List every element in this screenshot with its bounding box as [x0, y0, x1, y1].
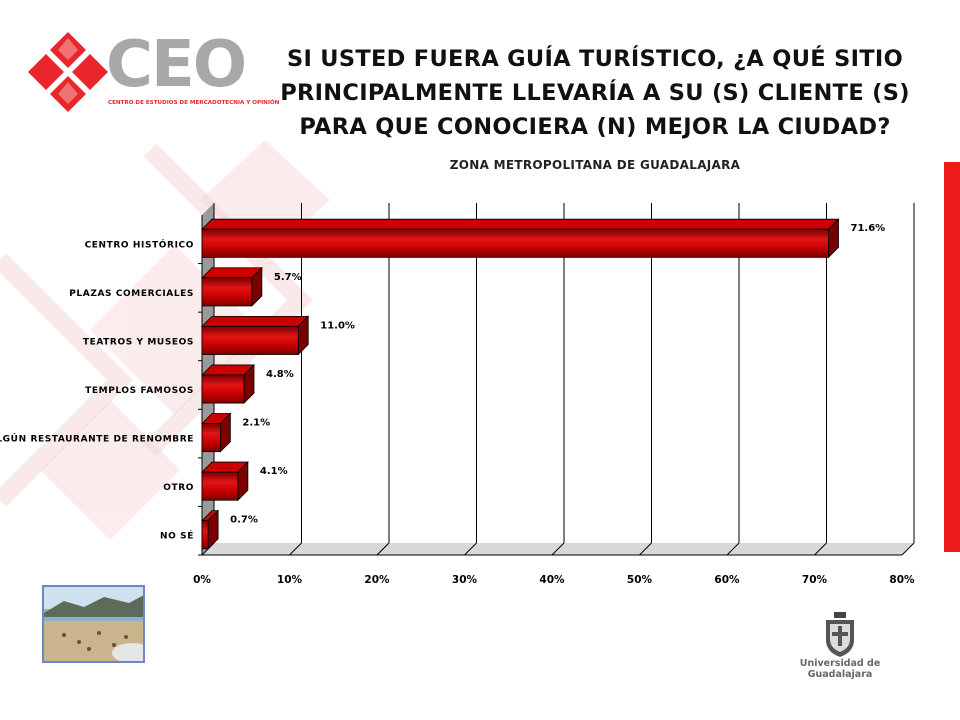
- data-label: 0.7%: [230, 515, 258, 526]
- category-label: ALGÚN RESTAURANTE DE RENOMBRE: [0, 433, 194, 445]
- bar: [201, 277, 253, 307]
- bar-top: [201, 315, 310, 327]
- x-tick-label: 60%: [714, 574, 740, 586]
- gridline-floor: [289, 542, 302, 556]
- bar: [201, 374, 245, 404]
- title-line-3: PARA QUE CONOCIERA (N) MEJOR LA CIUDAD?: [299, 114, 891, 140]
- bar-chart: 0% 10% 20% 30% 40% 50% 60% 70% 80% CENTRO HISTÓR…: [0, 203, 915, 586]
- category-label: TEMPLOS FAMOSOS: [85, 386, 194, 396]
- bar-top: [201, 218, 840, 230]
- category-label: OTRO: [163, 483, 194, 493]
- category-label: NO SÉ: [160, 530, 194, 542]
- gridline-floor: [901, 542, 915, 556]
- gridline-floor: [551, 542, 565, 556]
- page-title: SI USTED FUERA GUÍA TURÍSTICO, ¿A QUÉ SI…: [250, 42, 940, 144]
- logo-tagline: CENTRO DE ESTUDIOS DE MERCADOTECNIA Y OP…: [108, 100, 280, 106]
- bar: [201, 423, 221, 453]
- bar: [201, 325, 299, 355]
- data-label: 4.1%: [260, 466, 288, 477]
- x-tick-label: 70%: [802, 574, 828, 586]
- bar: [201, 228, 829, 258]
- university-name: Universidad de Guadalajara: [799, 658, 881, 680]
- bar: [201, 520, 209, 550]
- logo-diamond-icon: [28, 32, 108, 112]
- university-shield-icon: [826, 612, 854, 657]
- x-tick-label: 80%: [889, 574, 915, 586]
- x-tick-label: 30%: [452, 574, 478, 586]
- title-line-2: PRINCIPALMENTE LLEVARÍA A SU (S) CLIENTE…: [280, 80, 910, 106]
- data-label: 4.8%: [266, 369, 294, 380]
- x-tick-label: 40%: [539, 574, 565, 586]
- ceo-logo: CEO CENTRO DE ESTUDIOS DE MERCADOTECNIA …: [28, 28, 279, 118]
- gridline-floor: [376, 542, 390, 556]
- category-label: TEATROS Y MUSEOS: [83, 337, 194, 347]
- gridline-floor: [814, 542, 827, 556]
- x-tick-label: 10%: [277, 574, 303, 586]
- category-label: CENTRO HISTÓRICO: [85, 238, 194, 250]
- gridline-floor: [464, 542, 477, 556]
- data-label: 5.7%: [274, 272, 302, 283]
- data-label: 71.6%: [851, 223, 886, 234]
- logo-text: CEO: [106, 28, 247, 102]
- data-label: 2.1%: [242, 417, 270, 428]
- gridline-floor: [639, 542, 652, 556]
- chart-subtitle: ZONA METROPOLITANA DE GUADALAJARA: [449, 158, 741, 172]
- beach-photo: [42, 585, 145, 663]
- x-tick-label: 20%: [364, 574, 390, 586]
- data-label: 11.0%: [320, 320, 355, 331]
- gridline-floor: [726, 542, 740, 556]
- x-tick-label: 0%: [193, 574, 211, 586]
- bar: [201, 471, 239, 501]
- title-line-1: SI USTED FUERA GUÍA TURÍSTICO, ¿A QUÉ SI…: [286, 46, 904, 72]
- category-label: PLAZAS COMERCIALES: [69, 289, 194, 299]
- university-logo: Universidad de Guadalajara: [770, 612, 910, 680]
- x-tick-label: 50%: [627, 574, 653, 586]
- accent-bar: [944, 162, 960, 552]
